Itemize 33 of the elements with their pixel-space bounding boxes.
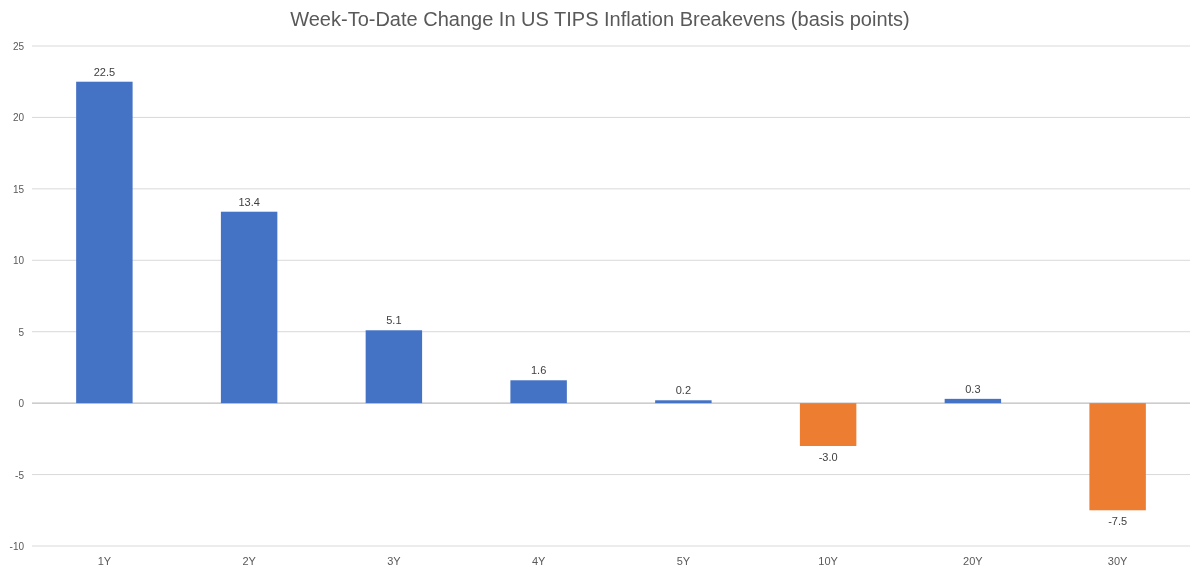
bar (655, 400, 712, 404)
y-tick-label: 15 (12, 183, 25, 195)
data-label: 0.2 (675, 384, 692, 397)
y-tick-label: 10 (12, 255, 25, 267)
x-tick-label: 20Y (963, 555, 984, 567)
x-tick-label: 1Y (97, 555, 112, 567)
x-tick-label: 3Y (387, 555, 402, 567)
y-tick-label: -5 (15, 469, 25, 481)
bar (944, 398, 1002, 404)
x-tick-label: 2Y (242, 555, 257, 567)
data-label: 0.3 (965, 382, 981, 395)
y-tick-label: 0 (18, 398, 25, 410)
x-tick-label: 30Y (1107, 555, 1129, 567)
data-label: 13.4 (238, 195, 260, 208)
bar (799, 403, 857, 446)
y-tick-label: 5 (18, 326, 25, 338)
data-label: 1.6 (530, 364, 547, 377)
x-tick-label: 10Y (818, 555, 839, 567)
data-label: -3.0 (818, 451, 838, 463)
bar (76, 81, 133, 404)
bar (1089, 403, 1146, 511)
y-tick-label: 20 (12, 112, 25, 124)
bar (365, 330, 423, 404)
data-label: 5.1 (386, 314, 402, 327)
bar (220, 211, 278, 404)
x-tick-label: 5Y (676, 555, 691, 567)
y-tick-label: 25 (12, 41, 25, 52)
data-label: 22.5 (93, 65, 116, 78)
bar (510, 380, 567, 404)
data-label: -7.5 (1108, 515, 1128, 528)
y-tick-label: -10 (9, 541, 25, 552)
chart-title: Week-To-Date Change In US TIPS Inflation Breakevens (basis points) (290, 8, 910, 30)
x-tick-label: 4Y (531, 555, 547, 567)
